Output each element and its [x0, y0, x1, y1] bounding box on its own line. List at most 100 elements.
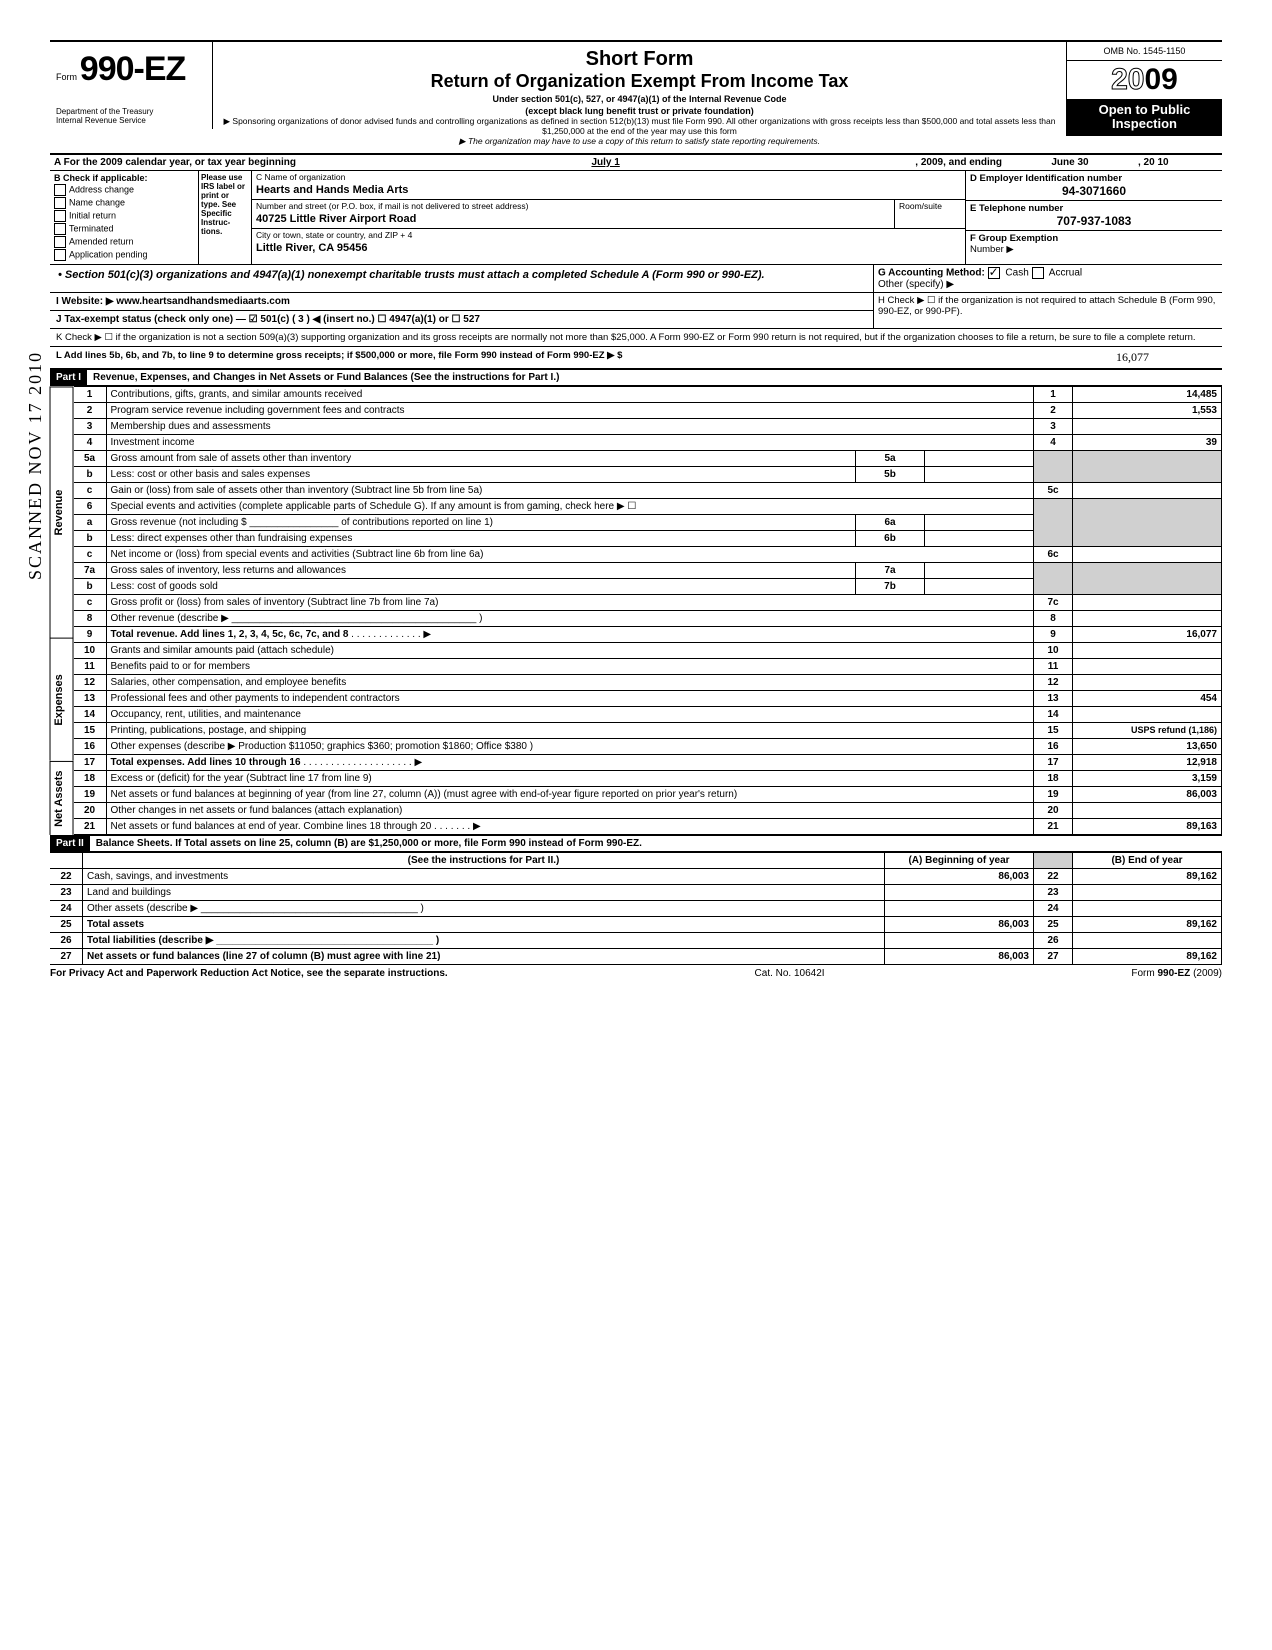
line18-desc: Excess or (deficit) for the year (Subtra…: [111, 773, 372, 784]
addr-label: Number and street (or P.O. box, if mail …: [252, 200, 894, 212]
line2-desc: Program service revenue including govern…: [111, 405, 405, 416]
bs25-a: 86,003: [885, 916, 1034, 932]
section-b-label: B Check if applicable:: [54, 173, 194, 183]
line7b-desc: Less: cost of goods sold: [111, 581, 218, 592]
line9-amt: 16,077: [1073, 626, 1222, 642]
line-h: H Check ▶ ☐ if the organization is not r…: [873, 293, 1222, 328]
form-prefix: Form: [56, 72, 77, 82]
line2-amt: 1,553: [1073, 402, 1222, 418]
bs27-b: 89,162: [1073, 948, 1222, 964]
line1-amt: 14,485: [1073, 386, 1222, 402]
city-label: City or town, state or country, and ZIP …: [252, 229, 965, 241]
checkbox-app-pending[interactable]: [54, 249, 66, 261]
line21-amt: 89,163: [1073, 818, 1222, 834]
label-amended: Amended return: [69, 236, 134, 246]
bs22-b: 89,162: [1073, 868, 1222, 884]
part2-title: Balance Sheets. If Total assets on line …: [90, 836, 1222, 851]
i-label: I Website: ▶: [56, 296, 114, 307]
bs25-b: 89,162: [1073, 916, 1222, 932]
line5c-amt: [1073, 482, 1222, 498]
short-form-label: Short Form: [217, 48, 1062, 71]
period-mid: , 2009, and ending: [911, 155, 1006, 170]
sidelabel-revenue: Revenue: [50, 386, 74, 638]
line-a-label: A For the 2009 calendar year, or tax yea…: [50, 155, 300, 170]
line20-desc: Other changes in net assets or fund bala…: [111, 805, 403, 816]
line6c-desc: Net income or (loss) from special events…: [111, 549, 484, 560]
website: www.heartsandhandsmediaarts.com: [116, 296, 290, 307]
checkbox-amended[interactable]: [54, 236, 66, 248]
phone: 707-937-1083: [970, 214, 1218, 228]
section-b: B Check if applicable: Address change Na…: [50, 171, 199, 264]
part1-table: 1Contributions, gifts, grants, and simil…: [74, 386, 1222, 835]
line16-desc: Other expenses (describe ▶ Production $1…: [111, 741, 534, 752]
line9-desc: Total revenue. Add lines 1, 2, 3, 4, 5c,…: [111, 629, 349, 640]
line-l-value: 16,077: [1116, 350, 1216, 365]
return-title: Return of Organization Exempt From Incom…: [217, 71, 1062, 92]
sponsor-note: ▶ Sponsoring organizations of donor advi…: [217, 116, 1062, 136]
checkbox-initial-return[interactable]: [54, 210, 66, 222]
checkbox-accrual[interactable]: [1032, 267, 1044, 279]
line14-amt: [1073, 706, 1222, 722]
part1-label: Part I: [50, 370, 87, 385]
bs24-a: [885, 900, 1034, 916]
bs24-desc: Other assets (describe ▶: [87, 903, 198, 914]
footer-formref: Form 990-EZ (2009): [1131, 968, 1222, 979]
line7c-amt: [1073, 594, 1222, 610]
line5b-desc: Less: cost or other basis and sales expe…: [111, 469, 311, 480]
line15-desc: Printing, publications, postage, and shi…: [111, 725, 307, 736]
period-end-year: , 20 10: [1134, 155, 1222, 170]
bs26-a: [885, 932, 1034, 948]
bs24-b: [1073, 900, 1222, 916]
bs22-a: 86,003: [885, 868, 1034, 884]
state-note: ▶ The organization may have to use a cop…: [217, 136, 1062, 146]
c-label: C Name of organization: [252, 171, 965, 183]
org-address: 40725 Little River Airport Road: [252, 212, 894, 228]
part2-instr: (See the instructions for Part II.): [83, 852, 885, 868]
bs25-desc: Total assets: [87, 919, 144, 930]
omb-number: OMB No. 1545-1150: [1067, 42, 1222, 61]
label-address-change: Address change: [69, 184, 134, 194]
line12-desc: Salaries, other compensation, and employ…: [111, 677, 347, 688]
checkbox-address-change[interactable]: [54, 184, 66, 196]
checkbox-terminated[interactable]: [54, 223, 66, 235]
line18-amt: 3,159: [1073, 770, 1222, 786]
line6a-desc: Gross revenue (not including $ _________…: [111, 517, 494, 528]
line12-amt: [1073, 674, 1222, 690]
line20-amt: [1073, 802, 1222, 818]
line6b-desc: Less: direct expenses other than fundrai…: [111, 533, 353, 544]
checkbox-cash[interactable]: [988, 267, 1000, 279]
label-app-pending: Application pending: [69, 249, 148, 259]
line3-amt: [1073, 418, 1222, 434]
label-accrual: Accrual: [1049, 267, 1082, 278]
g-label: G Accounting Method:: [878, 267, 985, 278]
bs23-b: [1073, 884, 1222, 900]
line-l-text: L Add lines 5b, 6b, and 7b, to line 9 to…: [56, 350, 1116, 365]
line-j: J Tax-exempt status (check only one) — ☑…: [50, 311, 873, 328]
sidelabel-netassets: Net Assets: [50, 761, 74, 835]
d-label: D Employer Identification number: [970, 173, 1218, 184]
line8-amt: [1073, 610, 1222, 626]
bs23-a: [885, 884, 1034, 900]
period-end-month: June 30: [1006, 155, 1134, 170]
line21-desc: Net assets or fund balances at end of ye…: [111, 821, 432, 832]
line5a-desc: Gross amount from sale of assets other t…: [111, 453, 352, 464]
footer-privacy: For Privacy Act and Paperwork Reduction …: [50, 968, 448, 979]
org-city: Little River, CA 95456: [252, 241, 965, 257]
line4-desc: Investment income: [111, 437, 195, 448]
label-terminated: Terminated: [69, 223, 114, 233]
bs22-desc: Cash, savings, and investments: [87, 871, 228, 882]
line13-desc: Professional fees and other payments to …: [111, 693, 400, 704]
label-initial-return: Initial return: [69, 210, 116, 220]
line10-desc: Grants and similar amounts paid (attach …: [111, 645, 334, 656]
line11-amt: [1073, 658, 1222, 674]
sidelabel-expenses: Expenses: [50, 638, 74, 761]
checkbox-name-change[interactable]: [54, 197, 66, 209]
line7a-desc: Gross sales of inventory, less returns a…: [111, 565, 346, 576]
line3-desc: Membership dues and assessments: [111, 421, 271, 432]
line11-desc: Benefits paid to or for members: [111, 661, 251, 672]
label-name-change: Name change: [69, 197, 125, 207]
g-other: Other (specify) ▶: [878, 279, 1218, 290]
part2-label: Part II: [50, 836, 90, 851]
line6-desc: Special events and activities (complete …: [111, 501, 637, 512]
line4-amt: 39: [1073, 434, 1222, 450]
